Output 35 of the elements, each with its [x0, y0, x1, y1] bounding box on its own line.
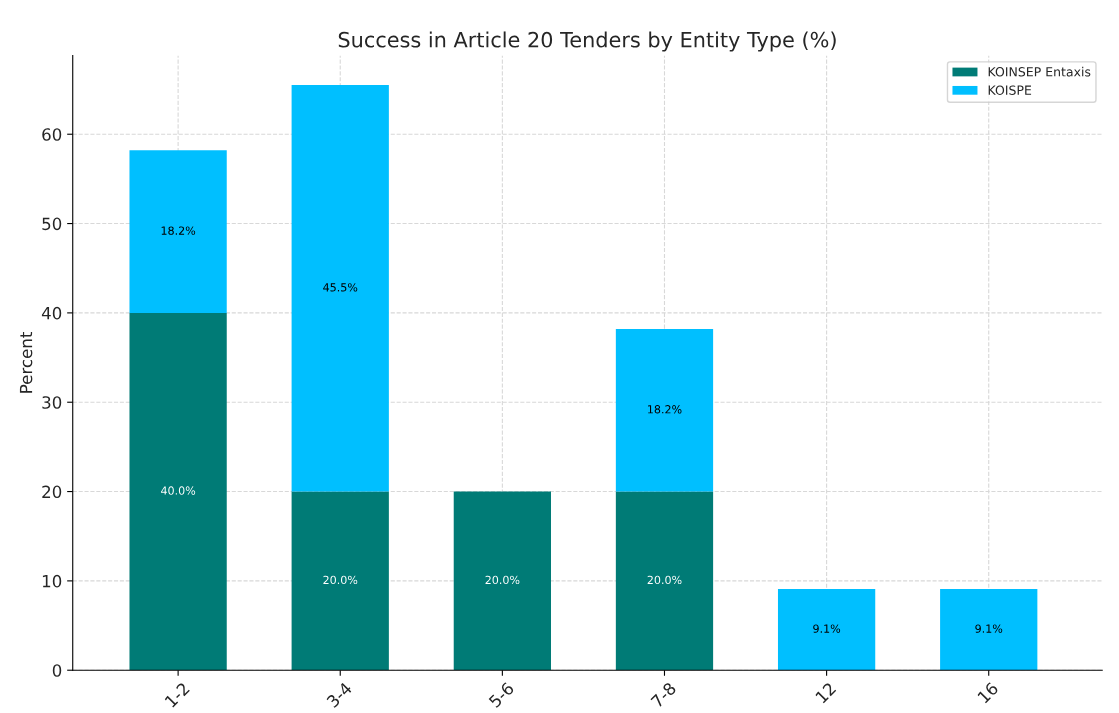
bar: [940, 588, 1038, 671]
y-tick-label: 30: [42, 396, 62, 409]
bar: [291, 85, 389, 492]
data-label: 9.1%: [975, 624, 1003, 633]
legend-label: KOISPE: [988, 85, 1032, 95]
y-axis-title: Percent: [19, 331, 33, 393]
bar: [291, 491, 389, 671]
data-label: 9.1%: [813, 624, 841, 633]
x-tick-label: 5-6: [488, 681, 515, 709]
chart-title: Success in Article 20 Tenders by Entity Type (%): [338, 31, 836, 52]
data-label: 18.2%: [161, 226, 196, 235]
bar: [129, 312, 227, 671]
y-tick-label: 60: [42, 128, 62, 141]
bar: [615, 328, 714, 492]
x-tick-label: 7-8: [650, 681, 677, 709]
x-tick-label: 16: [977, 681, 999, 704]
y-tick-label: 20: [42, 485, 62, 499]
bar: [453, 491, 551, 671]
y-tick-label: 10: [42, 574, 62, 588]
legend-label: KOINSEP Entaxis: [988, 66, 1091, 77]
x-tick-label: 1-2: [164, 682, 190, 708]
data-label: 20.0%: [647, 575, 682, 585]
data-label: 20.0%: [485, 575, 520, 585]
data-label: 45.5%: [323, 283, 358, 292]
bar: [129, 150, 227, 313]
bar: [777, 588, 876, 671]
bar: [615, 491, 714, 671]
y-tick-label: 0: [52, 664, 62, 677]
y-tick-label: 50: [42, 217, 62, 231]
x-tick-label: 3-4: [326, 681, 353, 709]
data-label: 18.2%: [648, 405, 682, 414]
data-label: 40.0%: [161, 486, 196, 495]
y-tick-label: 40: [41, 306, 62, 320]
data-label: 20.0%: [323, 575, 358, 585]
x-tick-label: 12: [814, 682, 837, 704]
